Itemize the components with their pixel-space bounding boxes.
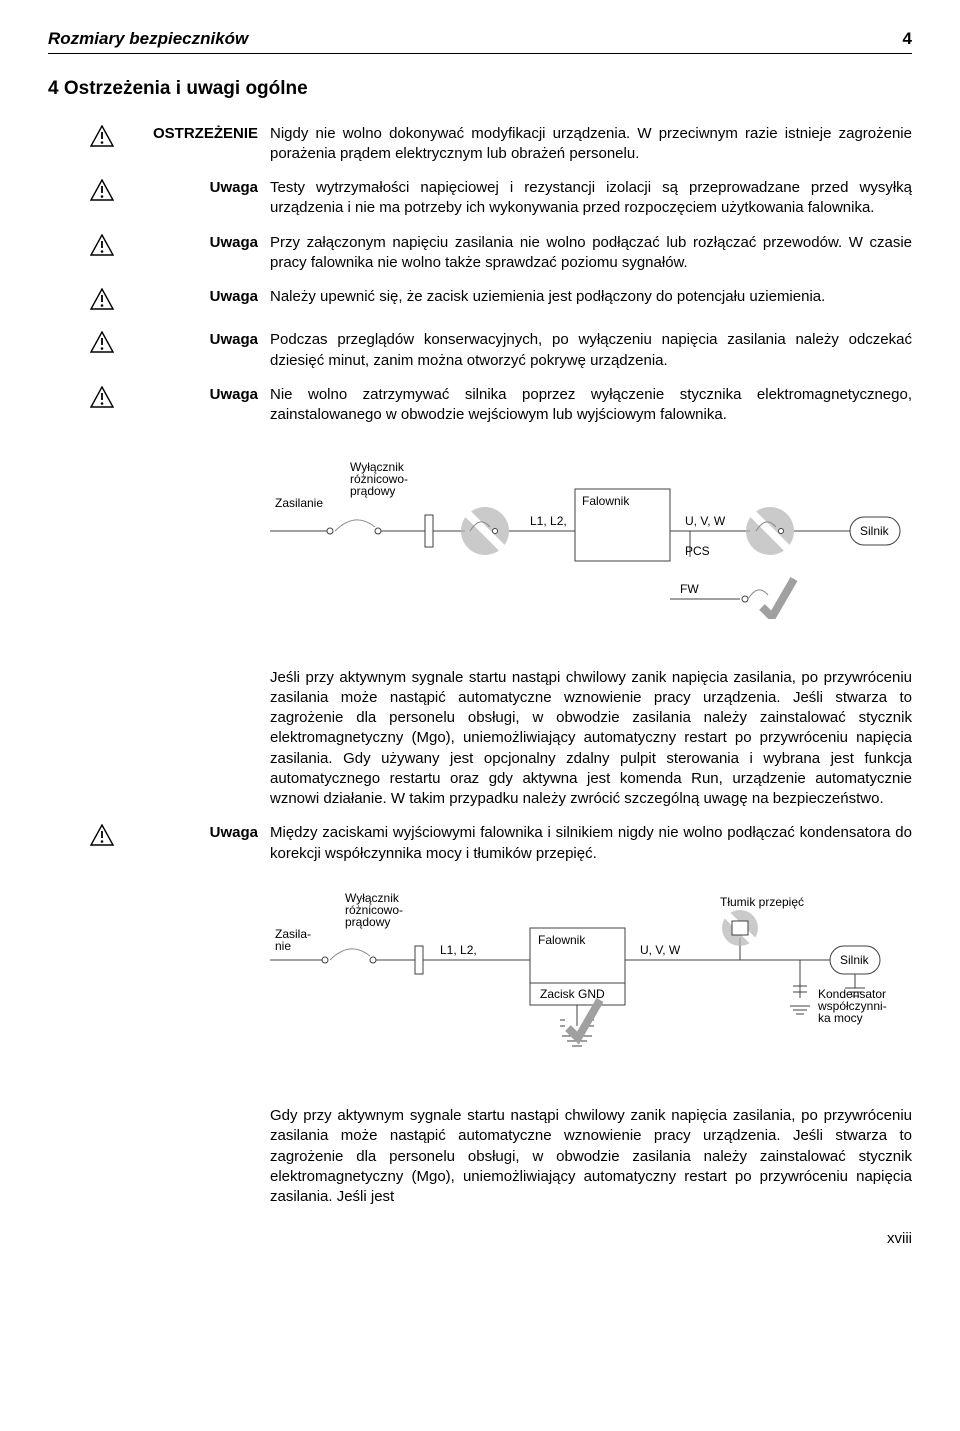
page-header: Rozmiary bezpieczników 4 xyxy=(48,28,912,54)
entry-label: Uwaga xyxy=(130,385,258,405)
entry-label: OSTRZEŻENIE xyxy=(130,124,258,144)
warning-icon xyxy=(90,124,118,153)
header-title: Rozmiary bezpieczników xyxy=(48,28,248,51)
footer-page-number: xviii xyxy=(48,1229,912,1249)
circuit-diagram-2: Zasila-nie Wyłącznikróżnicowo-prądowy L1… xyxy=(270,888,912,1064)
diagram-l1l2-label: L1, L2, xyxy=(440,943,477,957)
entry-label: Uwaga xyxy=(130,287,258,307)
entry-text: Testy wytrzymałości napięciowej i rezyst… xyxy=(270,178,912,219)
diagram-pcs-label: PCS xyxy=(685,544,710,558)
entry-label: Uwaga xyxy=(130,178,258,198)
diagram-uvw-label: U, V, W xyxy=(640,943,681,957)
body-paragraph: Jeśli przy aktywnym sygnale startu nastą… xyxy=(48,668,912,810)
caution-entry: Uwaga Podczas przeglądów konserwacyjnych… xyxy=(48,330,912,371)
warning-icon xyxy=(90,178,118,207)
diagram-supply-label: Zasilanie xyxy=(275,496,323,510)
entry-text: Między zaciskami wyjściowymi falownika i… xyxy=(270,823,912,864)
diagram-l1l2-label: L1, L2, xyxy=(530,514,567,528)
caution-entry: Uwaga Nie wolno zatrzymywać silnika popr… xyxy=(48,385,912,426)
caution-entry: Uwaga Testy wytrzymałości napięciowej i … xyxy=(48,178,912,219)
entry-text: Nigdy nie wolno dokonywać modyfikacji ur… xyxy=(270,124,912,165)
diagram-inverter-label: Falownik xyxy=(582,494,630,508)
diagram-row: Zasila-nie Wyłącznikróżnicowo-prądowy L1… xyxy=(48,878,912,1092)
warning-entry: OSTRZEŻENIE Nigdy nie wolno dokonywać mo… xyxy=(48,124,912,165)
diagram-motor-label: Silnik xyxy=(840,953,870,967)
entry-text: Należy upewnić się, że zacisk uziemienia… xyxy=(270,287,912,307)
diagram-cap-label: Kondensatorwspółczynni-ka mocy xyxy=(817,987,887,1025)
caution-entry: Uwaga Przy załączonym napięciu zasilania… xyxy=(48,233,912,274)
entry-label: Uwaga xyxy=(130,233,258,253)
entry-label: Uwaga xyxy=(130,330,258,350)
paragraph-text: Jeśli przy aktywnym sygnale startu nastą… xyxy=(270,668,912,810)
diagram-breaker-label: Wyłącznikróżnicowo-prądowy xyxy=(350,460,408,498)
entry-label: Uwaga xyxy=(130,823,258,843)
diagram-motor-label: Silnik xyxy=(860,524,890,538)
diagram-fw-label: FW xyxy=(680,582,699,596)
diagram-row: Zasilanie Wyłącznikróżnicowo-prądowy L1,… xyxy=(48,439,912,653)
caution-entry: Uwaga Między zaciskami wyjściowymi falow… xyxy=(48,823,912,864)
section-heading: 4 Ostrzeżenia i uwagi ogólne xyxy=(48,76,912,102)
diagram-breaker-label: Wyłącznikróżnicowo-prądowy xyxy=(345,891,403,929)
body-paragraph: Gdy przy aktywnym sygnale startu nastąpi… xyxy=(48,1106,912,1207)
caution-entry: Uwaga Należy upewnić się, że zacisk uzie… xyxy=(48,287,912,316)
header-page-number: 4 xyxy=(903,28,912,51)
paragraph-text: Gdy przy aktywnym sygnale startu nastąpi… xyxy=(270,1106,912,1207)
entry-text: Przy załączonym napięciu zasilania nie w… xyxy=(270,233,912,274)
warning-icon xyxy=(90,823,118,852)
diagram-inverter-label: Falownik xyxy=(538,933,586,947)
warning-icon xyxy=(90,233,118,262)
warning-icon xyxy=(90,330,118,359)
diagram-uvw-label: U, V, W xyxy=(685,514,726,528)
diagram-gnd-label: Zacisk GND xyxy=(540,987,605,1001)
warning-icon xyxy=(90,287,118,316)
diagram-surge-label: Tłumik przepięć xyxy=(720,895,804,909)
entry-text: Podczas przeglądów konserwacyjnych, po w… xyxy=(270,330,912,371)
circuit-diagram-1: Zasilanie Wyłącznikróżnicowo-prądowy L1,… xyxy=(270,449,912,625)
entry-text: Nie wolno zatrzymywać silnika poprzez wy… xyxy=(270,385,912,426)
warning-icon xyxy=(90,385,118,414)
diagram-supply-label: Zasila-nie xyxy=(275,927,311,953)
